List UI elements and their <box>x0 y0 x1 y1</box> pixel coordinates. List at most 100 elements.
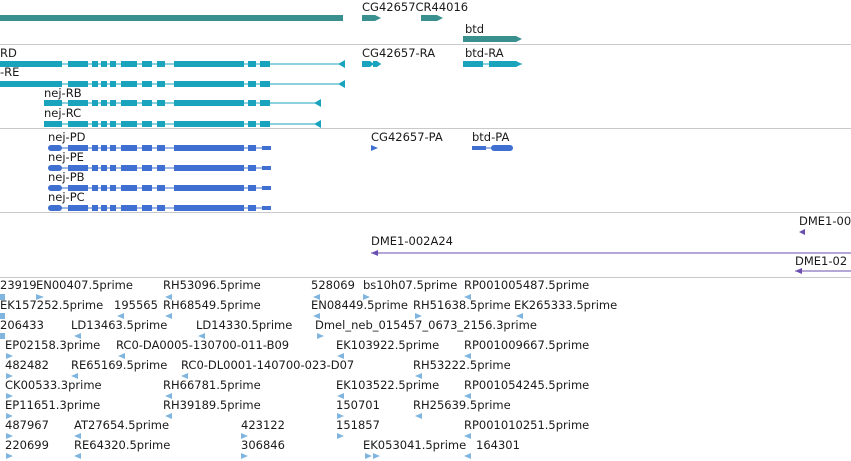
est-label[interactable]: RH53222.5prime <box>413 358 511 372</box>
est-label[interactable]: 23919 <box>0 278 37 292</box>
est-glyph[interactable] <box>74 453 81 459</box>
transcript-rd-glyph[interactable] <box>0 60 345 68</box>
est-label[interactable]: 306846 <box>241 438 285 452</box>
est-label[interactable]: 220699 <box>5 438 49 452</box>
est-glyph[interactable] <box>337 413 344 419</box>
est-glyph[interactable] <box>337 353 344 359</box>
protein-cg42657-pa-glyph[interactable] <box>371 145 378 151</box>
est-glyph[interactable] <box>415 413 422 419</box>
est-glyph[interactable] <box>317 333 324 339</box>
est-label[interactable]: RH25639.5prime <box>413 398 511 412</box>
transcript-nej-rb-glyph[interactable] <box>44 99 321 107</box>
est-label[interactable]: LD13463.5prime <box>71 318 168 332</box>
est-label[interactable]: 482482 <box>5 358 49 372</box>
est-glyph[interactable] <box>71 373 78 379</box>
est-glyph[interactable] <box>165 413 172 419</box>
est-label[interactable]: EP02158.3prime <box>5 338 101 352</box>
protein-nej-pe-glyph[interactable] <box>48 165 271 171</box>
est-glyph[interactable] <box>363 294 370 300</box>
protein-label-cg42657-pa[interactable]: CG42657-PA <box>371 130 443 144</box>
est-label[interactable]: RH51638.5prime <box>413 298 511 312</box>
est-label[interactable]: 487967 <box>5 418 49 432</box>
est-glyph[interactable] <box>181 373 188 379</box>
est-glyph[interactable] <box>464 393 471 399</box>
est-glyph[interactable] <box>36 294 44 300</box>
transcript-re-glyph[interactable] <box>0 80 345 88</box>
est-glyph[interactable] <box>6 393 13 399</box>
gene-cg42657-glyph[interactable] <box>362 15 381 21</box>
est-glyph[interactable] <box>337 393 344 399</box>
est-glyph[interactable] <box>464 433 471 439</box>
est-glyph[interactable] <box>6 453 13 459</box>
protein-btd-pa-glyph[interactable] <box>472 145 513 151</box>
protein-nej-pc-glyph[interactable] <box>48 205 271 211</box>
est-glyph[interactable] <box>464 294 471 300</box>
est-label[interactable]: RC0-DA0005-130700-011-B09 <box>116 338 290 352</box>
est-label[interactable]: EN00407.5prime <box>36 278 133 292</box>
protein-label-btd-pa[interactable]: btd-PA <box>472 130 510 144</box>
est-label[interactable]: EP11651.3prime <box>5 398 101 412</box>
est-label[interactable]: RE65169.5prime <box>71 358 168 372</box>
transcript-label-nej-rc[interactable]: nej-RC <box>44 106 82 120</box>
est-label[interactable]: 151857 <box>336 418 380 432</box>
est-glyph[interactable] <box>6 373 13 379</box>
est-label[interactable]: LD14330.5prime <box>196 318 293 332</box>
est-label[interactable]: 150701 <box>336 398 380 412</box>
est-label[interactable]: RH39189.5prime <box>163 398 261 412</box>
transcript-btd-ra-glyph[interactable] <box>463 61 522 67</box>
gene-label-cg42657-cr44016[interactable]: CG42657CR44016 <box>362 0 469 14</box>
protein-label-nej-pb[interactable]: nej-PB <box>48 170 85 184</box>
protein-label-nej-pc[interactable]: nej-PC <box>48 190 85 204</box>
protein-label-nej-pd[interactable]: nej-PD <box>48 130 86 144</box>
protein-nej-pb-glyph[interactable] <box>48 185 271 191</box>
est-glyph[interactable] <box>365 453 372 459</box>
est-glyph[interactable] <box>415 373 422 379</box>
transcript-nej-rc-glyph[interactable] <box>44 120 321 128</box>
est-glyph[interactable] <box>373 453 380 459</box>
est-label[interactable]: EN08449.5prime <box>311 298 408 312</box>
est-label[interactable]: EK103922.5prime <box>336 338 440 352</box>
est-label[interactable]: RC0-DL0001-140700-023-D07 <box>181 358 355 372</box>
est-label[interactable]: RH68549.5prime <box>163 298 261 312</box>
est-label[interactable]: RH53096.5prime <box>163 278 261 292</box>
transcript-label-nej-rb[interactable]: nej-RB <box>44 86 82 100</box>
est-glyph[interactable] <box>313 313 320 319</box>
est-glyph[interactable] <box>165 294 172 300</box>
est-glyph[interactable] <box>0 333 5 339</box>
est-glyph[interactable] <box>241 453 248 459</box>
est-label[interactable]: RP001054245.5prime <box>464 378 590 392</box>
est-glyph[interactable] <box>415 313 422 319</box>
est-label[interactable]: RH66781.5prime <box>163 378 261 392</box>
est-glyph[interactable] <box>74 433 81 439</box>
est-label[interactable]: EK157252.5prime <box>0 298 104 312</box>
clone-label-dme1-002a24[interactable]: DME1-002A24 <box>371 234 453 248</box>
est-glyph[interactable] <box>516 313 523 319</box>
est-label[interactable]: EK103522.5prime <box>336 378 440 392</box>
est-label[interactable]: 164301 <box>476 438 520 452</box>
est-glyph[interactable] <box>165 393 172 399</box>
gene-cr44016-glyph[interactable] <box>421 15 443 21</box>
clone-label-dme1-00[interactable]: DME1-00 <box>799 214 851 228</box>
est-label[interactable]: RP001010251.5prime <box>464 418 590 432</box>
est-label[interactable]: 423122 <box>241 418 285 432</box>
est-label[interactable]: AT27654.5prime <box>74 418 170 432</box>
est-glyph[interactable] <box>6 433 13 439</box>
gene-btd-glyph[interactable] <box>463 36 522 42</box>
est-glyph[interactable] <box>337 433 344 439</box>
protein-label-nej-pe[interactable]: nej-PE <box>48 150 84 164</box>
est-label[interactable]: Dmel_neb_015457_0673_2156.3prime <box>315 318 537 332</box>
clone-dme1-00-glyph[interactable] <box>799 229 805 235</box>
est-glyph[interactable] <box>0 294 5 300</box>
gene-nej-bar[interactable] <box>0 15 343 21</box>
protein-nej-pd-glyph[interactable] <box>48 145 271 151</box>
est-label[interactable]: EK265333.5prime <box>514 298 618 312</box>
est-glyph[interactable] <box>117 313 124 319</box>
est-label[interactable]: CK00533.3prime <box>5 378 102 392</box>
transcript-label-re[interactable]: -RE <box>0 65 20 79</box>
est-label[interactable]: 195565 <box>114 298 158 312</box>
transcript-label-cg42657-ra[interactable]: CG42657-RA <box>362 46 436 60</box>
est-glyph[interactable] <box>118 353 125 359</box>
est-label[interactable]: RP001005487.5prime <box>464 278 590 292</box>
transcript-label-rd[interactable]: RD <box>0 46 17 60</box>
est-label[interactable]: EK053041.5prime <box>363 438 467 452</box>
